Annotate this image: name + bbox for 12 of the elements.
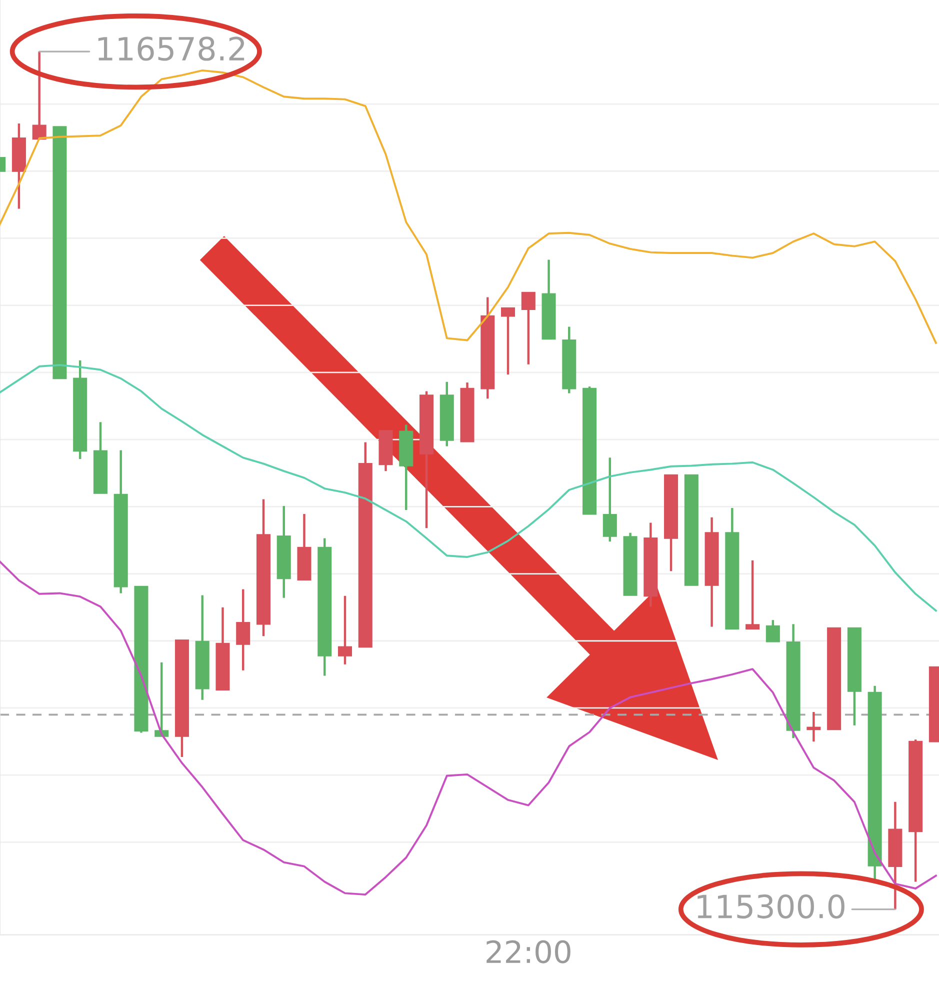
x-tick-label: 22:00 bbox=[486, 940, 570, 964]
annotation: 116578.2 bbox=[98, 36, 244, 61]
annotation: 115300.0 bbox=[698, 894, 844, 919]
candlestick bbox=[501, 306, 516, 376]
candlestick bbox=[521, 291, 536, 366]
candlestick bbox=[806, 710, 821, 743]
candlestick bbox=[32, 50, 46, 140]
candlestick bbox=[766, 618, 780, 643]
candlestick bbox=[338, 594, 352, 666]
candlestick bbox=[746, 559, 760, 630]
candlestick bbox=[236, 588, 250, 672]
candlestick bbox=[602, 456, 617, 543]
